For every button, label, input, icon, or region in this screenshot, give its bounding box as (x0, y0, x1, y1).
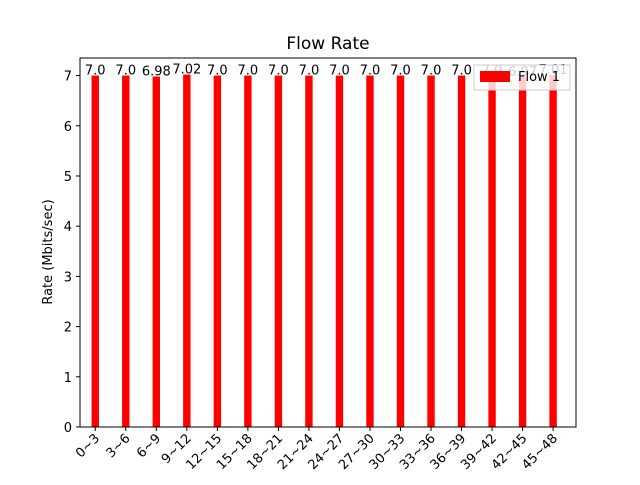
y-tick-label: 4 (64, 220, 72, 235)
y-tick-label: 3 (64, 270, 72, 285)
bar (244, 75, 252, 427)
bar-value-label: 6.98 (142, 65, 171, 80)
chart-title: Flow Rate (286, 34, 369, 54)
bar-value-label: 7.0 (299, 64, 320, 79)
bar-value-label: 7.0 (360, 64, 381, 79)
y-axis-title: Rate (Mbits/sec) (41, 199, 56, 304)
bar (91, 75, 99, 427)
bar (396, 75, 405, 427)
bar (518, 77, 527, 427)
y-tick-label: 5 (64, 170, 72, 185)
bar (366, 75, 374, 427)
bar (274, 75, 283, 427)
bar (549, 75, 557, 427)
legend: Flow 1 (473, 64, 571, 91)
y-tick-label: 2 (64, 321, 72, 336)
plot-frame (79, 57, 577, 428)
bar (457, 75, 466, 427)
bar-value-label: 7.0 (390, 64, 411, 79)
bar-value-label: 7.0 (329, 64, 350, 79)
bar (183, 74, 191, 427)
y-tick-label: 6 (64, 120, 72, 135)
bar-value-label: 7.0 (421, 64, 442, 79)
y-tick-label: 7 (64, 70, 72, 85)
bar (152, 76, 161, 427)
legend-label: Flow 1 (518, 70, 560, 85)
bar-value-label: 7.0 (451, 64, 472, 79)
bar-value-label: 7.0 (207, 64, 228, 79)
legend-swatch (480, 71, 510, 82)
bar (488, 75, 496, 427)
y-tick-label: 0 (64, 421, 72, 436)
y-tick-label: 1 (64, 371, 72, 386)
bar (122, 75, 130, 427)
bar-value-label: 7.0 (85, 64, 106, 79)
bar-value-label: 7.02 (172, 63, 201, 78)
bar (213, 75, 222, 427)
bar (335, 75, 344, 427)
bar-value-label: 7.0 (238, 64, 259, 79)
bar-value-label: 7.0 (268, 64, 289, 79)
bar (427, 75, 435, 427)
bar-value-label: 7.0 (115, 64, 136, 79)
bar (305, 75, 313, 427)
